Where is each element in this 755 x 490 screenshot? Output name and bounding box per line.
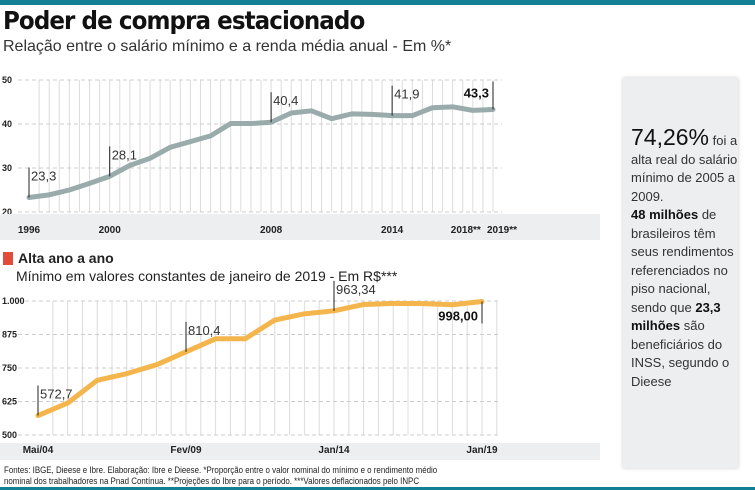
chart-subtitle: Relação entre o salário mínimo e a renda…	[3, 38, 452, 55]
section2-title: Alta ano a ano	[3, 250, 114, 266]
bottom-ytick-label: 500	[2, 430, 17, 440]
bottom-accent-bar	[0, 487, 755, 490]
top-ytick-label: 20	[2, 207, 12, 217]
panel-text-3: são beneficiários do INSS, segundo o Die…	[631, 318, 730, 389]
top-ytick-label: 50	[2, 75, 12, 85]
top-xtick-label: 2018**	[451, 225, 481, 236]
charts-svg: 20 30 40 50 1996 2000 2008 2014 2018** 2019** 23,3…	[0, 75, 600, 460]
top-series-line	[26, 104, 496, 200]
bottom-series-line	[35, 299, 485, 419]
bottom-xtick-label: Jan/19	[466, 445, 498, 456]
panel-bold-3: 23,3 milhões	[631, 299, 721, 334]
panel-bold-2: 48 milhões	[631, 207, 699, 222]
top-annotation-label: 40,4	[273, 93, 298, 108]
bottom-ytick-label: 875	[2, 330, 17, 340]
top-xaxis-band	[0, 214, 600, 240]
info-panel: 74,26% foi a alta real do salário mínimo…	[623, 78, 738, 468]
top-xtick-label: 2014	[381, 225, 404, 236]
top-annotation-label: 23,3	[31, 168, 56, 183]
top-xtick-label: 1996	[18, 225, 41, 236]
bottom-ytick-label: 1.000	[2, 296, 25, 306]
bottom-annotation-label: 998,00	[438, 309, 478, 324]
top-ytick-label: 30	[2, 163, 12, 173]
section-marker-icon	[3, 251, 13, 265]
section2-title-text: Alta ano a ano	[18, 250, 114, 266]
top-annotation-label: 41,9	[394, 87, 419, 102]
panel-text-1: foi a alta real do salário mínimo de 200…	[631, 133, 738, 204]
top-ytick-label: 40	[2, 119, 12, 129]
bottom-xaxis-band	[0, 443, 600, 460]
footer-line-2: nominal dos trabalhadores na Pnad Contín…	[4, 476, 420, 486]
bottom-annotation-label: 810,4	[188, 323, 221, 338]
panel-big-number: 74,26%	[631, 124, 710, 150]
footer-sources: Fontes: IBGE, Dieese e Ibre. Elaboração:…	[4, 465, 437, 487]
bottom-xtick-label: Jan/14	[318, 445, 350, 456]
bottom-annotation-label: 963,34	[336, 282, 376, 297]
footer-line-1: Fontes: IBGE, Dieese e Ibre. Elaboração:…	[4, 465, 438, 475]
panel-text-2: de brasileiros têm seus rendimentos refe…	[631, 207, 734, 315]
top-annotation-label: 43,3	[464, 85, 489, 100]
chart-title: Poder de compra estacionado	[3, 6, 365, 35]
section2-subtitle: Mínimo em valores constantes de janeiro …	[16, 268, 398, 284]
top-xtick-label: 2008	[260, 225, 283, 236]
bottom-annotation-label: 572,7	[40, 387, 73, 402]
top-xtick-label: 2000	[99, 225, 122, 236]
top-xtick-label: 2019**	[487, 225, 517, 236]
bottom-xtick-label: Mai/04	[23, 445, 54, 456]
bottom-ytick-label: 625	[2, 397, 17, 407]
bottom-xtick-label: Fev/09	[170, 445, 202, 456]
top-annotation-label: 28,1	[112, 147, 137, 162]
bottom-ytick-label: 750	[2, 363, 17, 373]
top-accent-bar	[0, 0, 755, 5]
